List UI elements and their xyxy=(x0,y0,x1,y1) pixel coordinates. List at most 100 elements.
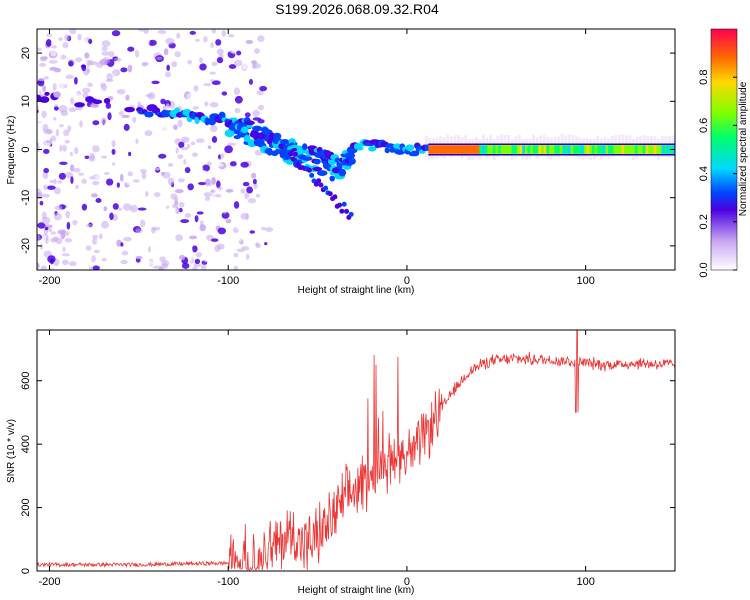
noise-speckle xyxy=(104,213,108,221)
noise-speckle xyxy=(74,76,78,85)
noise-speckle xyxy=(61,259,69,266)
colorbar-tick-label: 0.4 xyxy=(698,166,710,181)
noise-speckle xyxy=(233,87,241,96)
carrier-line-segment xyxy=(473,145,477,154)
noise-speckle xyxy=(240,161,249,168)
noise-speckle xyxy=(245,253,250,260)
noise-speckle xyxy=(233,265,239,270)
noise-speckle xyxy=(92,120,100,126)
noise-speckle xyxy=(164,71,172,78)
noise-speckle xyxy=(220,153,225,159)
carrier-line-segment xyxy=(530,145,534,154)
noise-speckle xyxy=(137,29,145,32)
noise-speckle xyxy=(86,68,91,74)
spectrogram-y-tick-label: -10 xyxy=(20,190,32,206)
carrier-line-segment xyxy=(664,145,668,154)
ridge-blob xyxy=(348,157,356,165)
noise-speckle xyxy=(102,57,111,65)
carrier-line-segment xyxy=(554,145,558,154)
noise-speckle xyxy=(115,167,125,174)
noise-speckle xyxy=(105,178,114,186)
noise-speckle xyxy=(112,203,119,210)
noise-speckle xyxy=(87,82,94,87)
noise-speckle xyxy=(235,243,243,249)
noise-speckle xyxy=(104,171,110,176)
snr-y-tick-label: 200 xyxy=(20,498,32,516)
snr-x-tick-label: 0 xyxy=(404,576,410,588)
noise-speckle xyxy=(183,159,187,165)
noise-speckle xyxy=(121,250,129,256)
carrier-line-segment xyxy=(511,145,515,154)
noise-speckle xyxy=(171,249,176,254)
noise-speckle xyxy=(153,245,161,250)
noise-speckle xyxy=(69,164,75,172)
noise-speckle xyxy=(90,193,98,198)
noise-speckle xyxy=(166,205,170,210)
colorbar-label: Normalized spectral amplitude xyxy=(738,81,749,216)
noise-speckle xyxy=(158,153,167,159)
noise-speckle xyxy=(75,131,81,139)
noise-speckle xyxy=(64,139,70,144)
ridge-blob xyxy=(252,125,263,132)
carrier-line-segment xyxy=(455,145,459,154)
noise-speckle xyxy=(203,192,212,197)
noise-speckle xyxy=(177,178,185,183)
ridge-blob xyxy=(392,143,402,149)
ridge-blob xyxy=(339,208,345,214)
noise-speckle xyxy=(58,172,66,180)
carrier-line-segment xyxy=(650,145,654,154)
noise-speckle xyxy=(61,229,66,234)
noise-speckle xyxy=(204,101,209,107)
noise-speckle xyxy=(233,201,240,209)
carrier-line-segment xyxy=(573,145,577,154)
noise-speckle xyxy=(259,156,264,161)
noise-speckle xyxy=(48,60,58,64)
noise-speckle xyxy=(64,34,70,41)
noise-speckle xyxy=(227,142,237,146)
noise-speckle xyxy=(107,50,115,57)
noise-speckle xyxy=(257,35,265,43)
noise-speckle xyxy=(112,162,116,166)
ridge-blob xyxy=(332,194,338,200)
carrier-line-segment xyxy=(559,145,563,154)
noise-speckle xyxy=(217,227,227,235)
carrier-line-segment xyxy=(586,145,590,154)
carrier-line-segment xyxy=(524,145,528,154)
carrier-line-segment xyxy=(613,145,617,154)
noise-speckle xyxy=(244,192,250,200)
carrier-line-segment xyxy=(492,145,496,154)
ridge-blob xyxy=(306,167,312,173)
noise-speckle xyxy=(192,266,198,270)
carrier-line-segment xyxy=(471,145,475,154)
noise-speckle xyxy=(39,200,44,206)
noise-speckle xyxy=(90,208,99,217)
noise-speckle xyxy=(37,192,43,198)
noise-speckle xyxy=(167,177,175,186)
noise-speckle xyxy=(42,85,46,92)
noise-speckle xyxy=(254,242,260,247)
noise-speckle xyxy=(68,107,77,113)
noise-speckle xyxy=(208,220,214,228)
snr-x-label: Height of straight line (km) xyxy=(298,585,415,596)
noise-speckle xyxy=(52,83,57,91)
noise-speckle xyxy=(120,242,124,247)
noise-speckle xyxy=(205,75,211,84)
carrier-line-segment xyxy=(503,145,507,154)
carrier-line-segment xyxy=(629,145,633,154)
noise-speckle xyxy=(88,266,93,270)
noise-speckle xyxy=(103,240,110,249)
noise-speckle xyxy=(176,32,181,39)
noise-speckle xyxy=(126,212,132,220)
noise-speckle xyxy=(171,61,178,68)
noise-speckle xyxy=(257,119,265,124)
noise-speckle xyxy=(175,147,179,154)
carrier-line-segment xyxy=(543,145,547,154)
noise-speckle xyxy=(174,174,182,178)
noise-speckle xyxy=(116,182,120,188)
noise-speckle xyxy=(92,260,101,265)
noise-speckle xyxy=(210,238,219,242)
ridge-blob xyxy=(405,144,415,151)
ridge-blob xyxy=(394,149,406,155)
noise-speckle xyxy=(204,196,211,202)
carrier-line-segment xyxy=(549,145,553,154)
